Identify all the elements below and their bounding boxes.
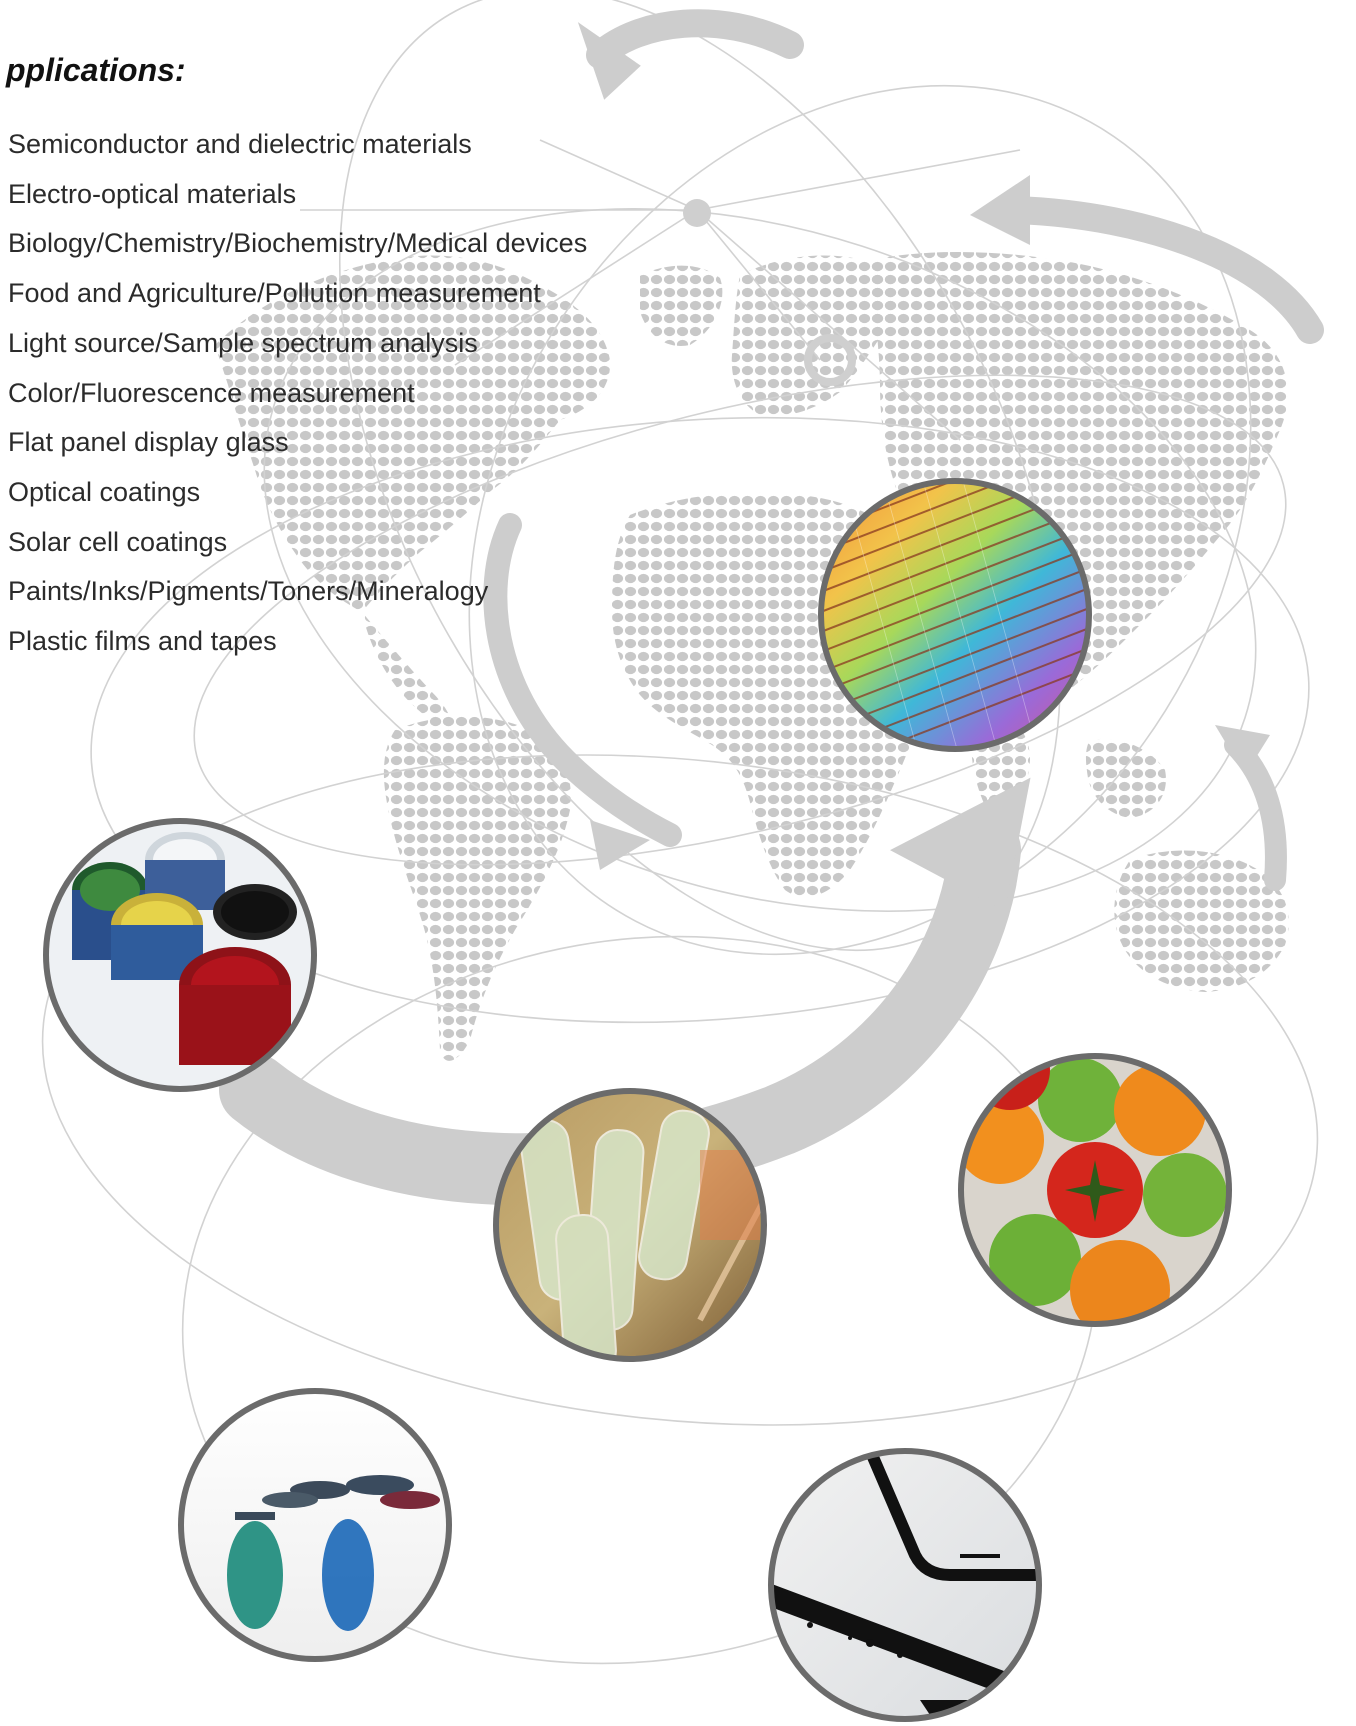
list-item: Paints/Inks/Pigments/Toners/Mineralogy (8, 576, 489, 607)
fruits-vegetables-photo (958, 1053, 1232, 1327)
list-item: Plastic films and tapes (8, 626, 277, 657)
orbit-nodes (683, 199, 856, 386)
list-item: Semiconductor and dielectric materials (8, 129, 472, 159)
paint-cans-photo (43, 818, 317, 1092)
list-item: Electro-optical materials (8, 178, 297, 209)
optical-filters-photo (178, 1388, 452, 1662)
list-item: Color/Fluorescence measurement (8, 377, 415, 408)
arrow-heads (577, 22, 1270, 912)
list-item: Biology/Chemistry/Biochemistry/Medical d… (8, 228, 588, 259)
curved-arrows (219, 9, 1324, 1206)
orbit-lines (41, 0, 1319, 1665)
applications-list: Semiconductor and dielectric materials E… (8, 120, 587, 667)
list-item: Solar cell coatings (8, 526, 228, 557)
list-item: Optical coatings (8, 476, 201, 507)
list-item: Flat panel display glass (8, 427, 289, 458)
list-item: Light source/Sample spectrum analysis (8, 327, 478, 358)
list-item: Food and Agriculture/Pollution measureme… (8, 278, 541, 309)
display-glass-photo (768, 1448, 1042, 1722)
test-tubes-photo (493, 1088, 767, 1362)
applications-heading: pplications: (6, 52, 186, 88)
